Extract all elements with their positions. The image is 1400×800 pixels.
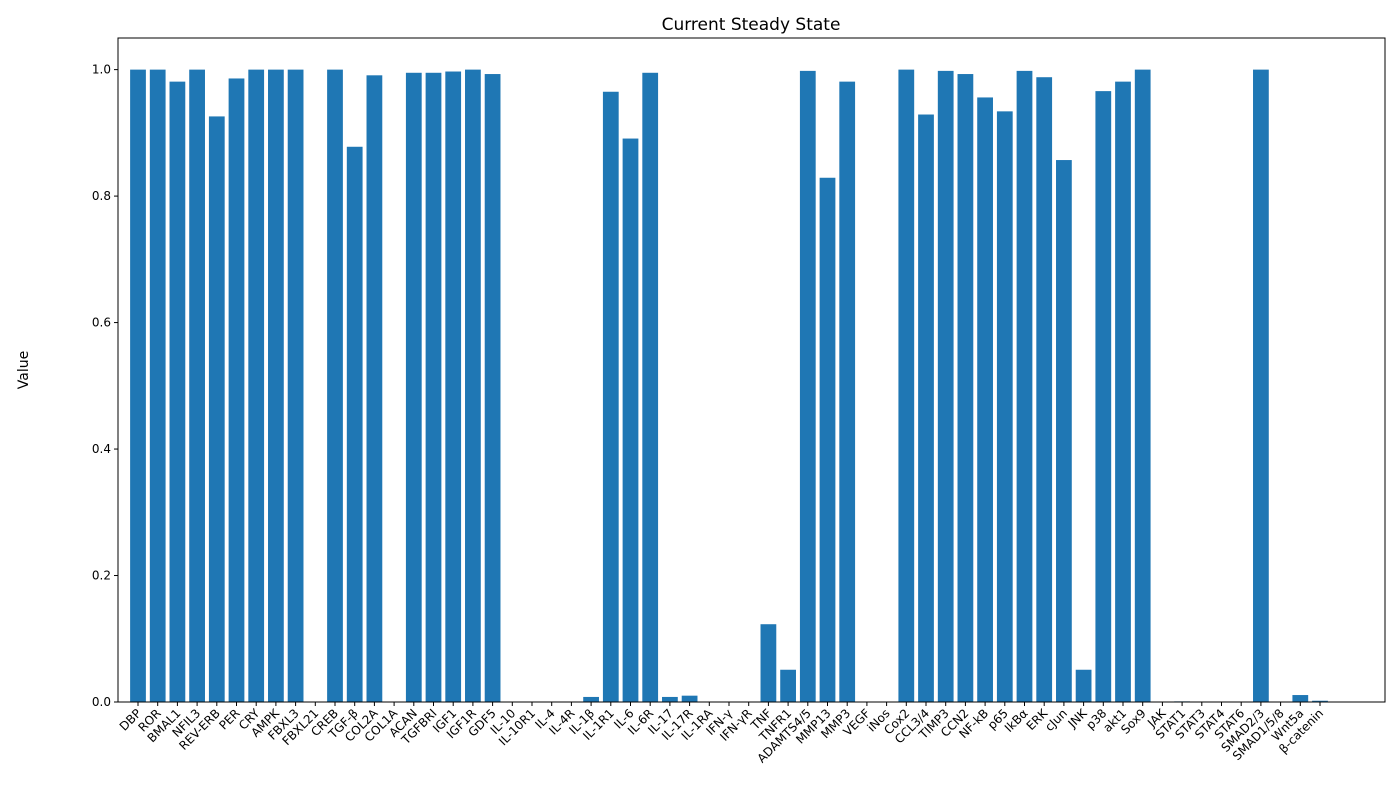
bar: [169, 81, 186, 703]
bar: [130, 69, 146, 703]
bar: [602, 91, 619, 702]
bar: [918, 114, 934, 703]
bar: [1075, 669, 1092, 702]
bar: [839, 81, 856, 703]
bar: [681, 695, 698, 702]
bar: [248, 69, 265, 703]
bar: [465, 69, 481, 703]
bar: [898, 69, 915, 703]
bar: [287, 69, 304, 703]
bar: [1016, 70, 1033, 703]
y-tick-label: 0.8: [92, 189, 111, 203]
bar: [1036, 77, 1053, 702]
bar: [405, 72, 422, 703]
bar: [1134, 69, 1151, 703]
y-axis-label: Value: [16, 351, 32, 389]
y-tick-label: 1.0: [92, 63, 111, 77]
bar: [208, 116, 225, 703]
y-tick-label: 0.0: [92, 695, 111, 709]
bar: [622, 138, 639, 702]
bar: [1312, 700, 1328, 702]
chart-title: Current Steady State: [662, 15, 841, 35]
bar: [425, 72, 442, 703]
bar: [228, 78, 245, 702]
bar: [819, 177, 836, 702]
bar: [1292, 695, 1309, 702]
y-tick-label: 0.4: [92, 442, 111, 456]
bar: [268, 69, 284, 703]
bar: [366, 75, 383, 702]
bar: [937, 70, 954, 703]
bar: [346, 146, 363, 702]
bar: [327, 69, 343, 703]
bar: [484, 74, 501, 702]
bar: [642, 72, 659, 703]
bar: [1253, 69, 1269, 703]
bar: [799, 70, 816, 703]
bar: [977, 97, 993, 703]
y-tick-label: 0.6: [92, 316, 111, 330]
bar: [583, 696, 599, 702]
plot-frame: [117, 37, 1386, 703]
bar: [996, 111, 1013, 702]
bar: [760, 624, 777, 702]
bar: [149, 69, 166, 703]
bar: [1056, 160, 1072, 702]
bar: [189, 69, 205, 703]
bar: [445, 71, 462, 703]
bar: [1095, 91, 1112, 703]
y-tick-label: 0.2: [92, 569, 111, 583]
bar: [662, 696, 678, 702]
bar: [780, 669, 796, 702]
bar: [957, 74, 974, 702]
bar: [1115, 81, 1131, 703]
